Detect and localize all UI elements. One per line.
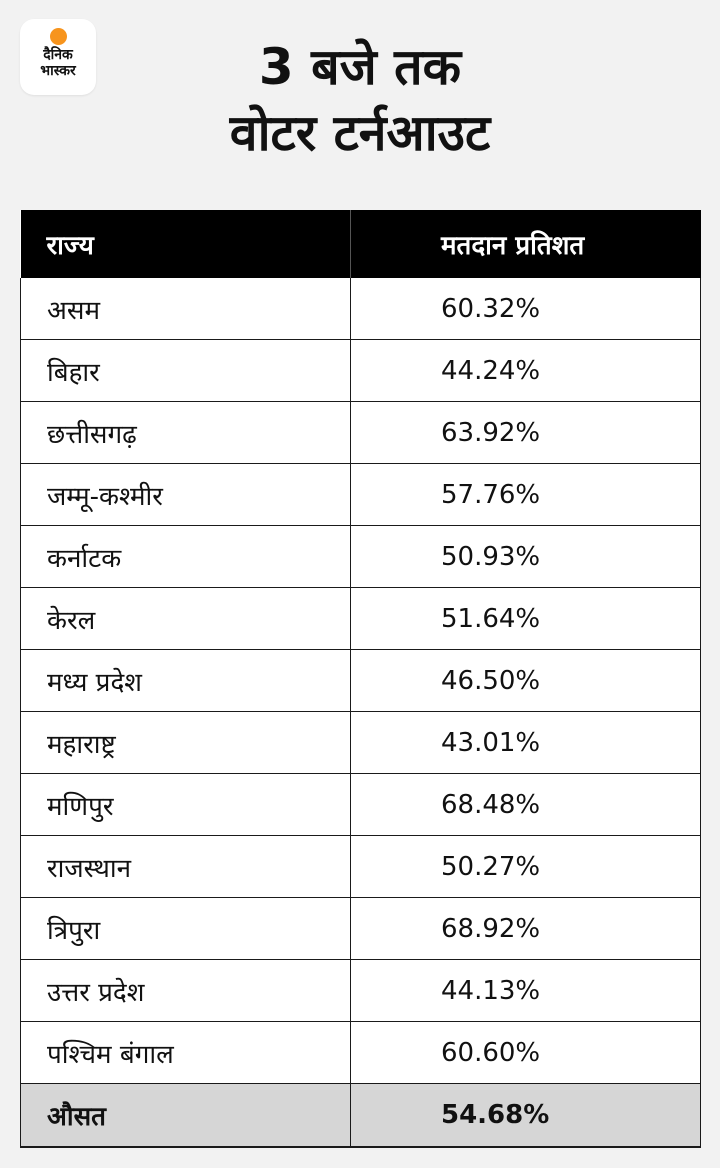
- turnout-table: राज्य मतदान प्रतिशत असम 60.32% बिहार 44.24%…: [20, 210, 701, 1148]
- state-name: कर्नाटक: [20, 525, 351, 588]
- turnout-percent: 43.01%: [350, 711, 701, 774]
- table-row: कर्नाटक 50.93%: [20, 525, 701, 588]
- state-name: राजस्थान: [20, 835, 351, 898]
- turnout-percent: 50.93%: [350, 525, 701, 588]
- table-row: उत्तर प्रदेश 44.13%: [20, 959, 701, 1022]
- turnout-percent: 63.92%: [350, 401, 701, 464]
- header-percent: मतदान प्रतिशत: [350, 210, 701, 278]
- table-row: असम 60.32%: [20, 278, 701, 340]
- table-row: मध्य प्रदेश 46.50%: [20, 649, 701, 712]
- state-name: छत्तीसगढ़: [20, 401, 351, 464]
- logo-line-1: दैनिक: [43, 47, 73, 63]
- logo-wordmark: दैनिक भास्कर: [20, 47, 96, 79]
- table-row: पश्चिम बंगाल 60.60%: [20, 1021, 701, 1084]
- state-name: उत्तर प्रदेश: [20, 959, 351, 1022]
- turnout-percent: 68.48%: [350, 773, 701, 836]
- title-line-1: 3 बजे तक: [258, 38, 462, 96]
- table-row: त्रिपुरा 68.92%: [20, 897, 701, 960]
- table-row: केरल 51.64%: [20, 587, 701, 650]
- state-name: मध्य प्रदेश: [20, 649, 351, 712]
- table-row: बिहार 44.24%: [20, 339, 701, 402]
- state-name: पश्चिम बंगाल: [20, 1021, 351, 1084]
- state-name: त्रिपुरा: [20, 897, 351, 960]
- table-row: महाराष्ट्र 43.01%: [20, 711, 701, 774]
- state-name: बिहार: [20, 339, 351, 402]
- state-name: असम: [20, 278, 351, 340]
- table-row: राजस्थान 50.27%: [20, 835, 701, 898]
- turnout-percent: 60.32%: [350, 278, 701, 340]
- table-row: छत्तीसगढ़ 63.92%: [20, 401, 701, 464]
- turnout-percent: 46.50%: [350, 649, 701, 712]
- header-state: राज्य: [20, 210, 351, 278]
- page-title: 3 बजे तक वोटर टर्नआउट: [110, 34, 610, 166]
- state-name: केरल: [20, 587, 351, 650]
- state-name: जम्मू-कश्मीर: [20, 463, 351, 526]
- turnout-percent: 44.24%: [350, 339, 701, 402]
- turnout-percent: 60.60%: [350, 1021, 701, 1084]
- turnout-percent: 44.13%: [350, 959, 701, 1022]
- turnout-percent: 51.64%: [350, 587, 701, 650]
- dainik-bhaskar-logo: दैनिक भास्कर: [20, 19, 96, 95]
- state-name: महाराष्ट्र: [20, 711, 351, 774]
- turnout-percent: 68.92%: [350, 897, 701, 960]
- average-value: 54.68%: [350, 1083, 701, 1148]
- logo-line-2: भास्कर: [40, 63, 76, 79]
- table-row: मणिपुर 68.48%: [20, 773, 701, 836]
- logo-sun-icon: [50, 28, 67, 45]
- turnout-percent: 57.76%: [350, 463, 701, 526]
- table-header-row: राज्य मतदान प्रतिशत: [20, 210, 701, 278]
- average-label: औसत: [20, 1083, 351, 1148]
- title-line-2: वोटर टर्नआउट: [229, 104, 491, 162]
- table-row: जम्मू-कश्मीर 57.76%: [20, 463, 701, 526]
- average-row: औसत 54.68%: [20, 1083, 701, 1148]
- turnout-percent: 50.27%: [350, 835, 701, 898]
- state-name: मणिपुर: [20, 773, 351, 836]
